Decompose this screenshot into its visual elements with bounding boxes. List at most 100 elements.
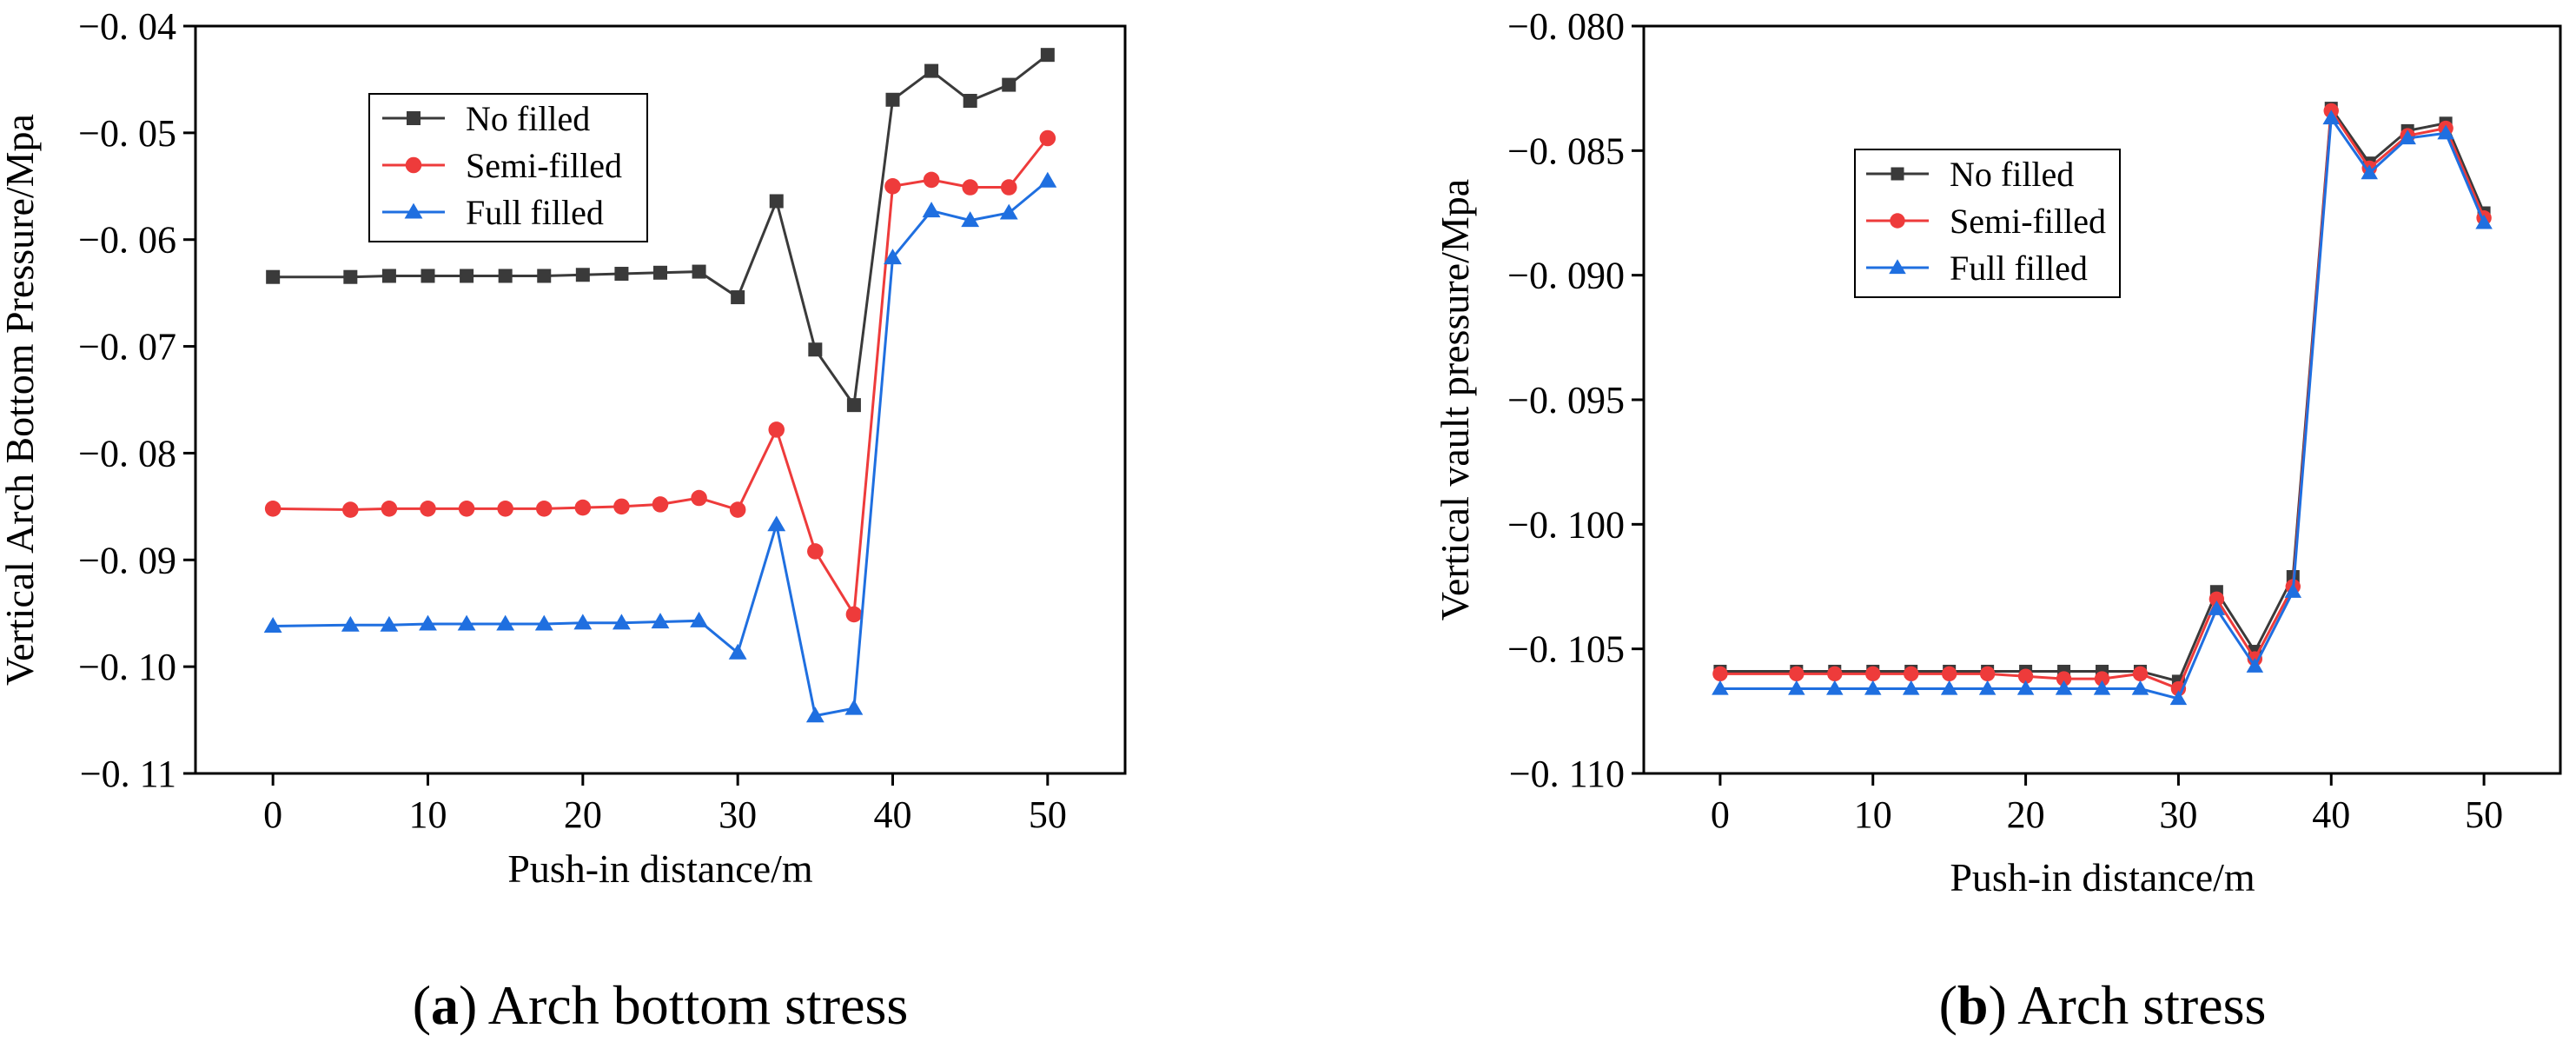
- data-point: [846, 398, 861, 413]
- data-point: [2016, 680, 2035, 695]
- y-tick-label: −0. 09: [78, 539, 176, 581]
- data-point: [884, 178, 901, 195]
- data-point: [845, 606, 863, 623]
- y-tick-label: −0. 10: [78, 646, 176, 688]
- data-point: [1040, 48, 1055, 63]
- y-tick-label: −0. 090: [1507, 255, 1625, 297]
- data-point: [1864, 680, 1882, 695]
- data-point: [728, 643, 747, 660]
- data-point: [2094, 671, 2110, 687]
- legend-label: Full filled: [466, 193, 604, 232]
- x-tick-label: 40: [2312, 793, 2350, 836]
- y-tick-label: −0. 04: [78, 5, 176, 48]
- data-point: [2437, 124, 2454, 140]
- data-point: [1000, 179, 1017, 196]
- y-tick-label: −0. 100: [1507, 503, 1625, 546]
- caption-b: (b) Arch stress: [1939, 974, 2267, 1036]
- y-tick-label: −0. 05: [78, 112, 176, 155]
- legend-label: Full filled: [1950, 249, 2088, 288]
- data-point: [343, 269, 358, 284]
- x-tick-label: 40: [874, 793, 912, 836]
- data-point: [2093, 680, 2111, 695]
- data-point: [421, 269, 435, 283]
- data-point: [613, 498, 630, 515]
- data-point: [1941, 666, 1957, 682]
- caption-a: (a) Arch bottom stress: [413, 974, 909, 1036]
- x-tick-label: 50: [2465, 793, 2503, 836]
- legend-item: Full filled: [1866, 249, 2088, 288]
- data-point: [1789, 666, 1805, 682]
- data-point: [690, 611, 708, 627]
- data-point: [962, 179, 978, 196]
- data-point: [2208, 600, 2226, 615]
- x-tick-label: 30: [718, 793, 757, 836]
- data-point: [535, 501, 553, 517]
- data-point: [1712, 680, 1729, 695]
- data-point: [1904, 666, 1919, 682]
- legend-swatch-marker: [1891, 167, 1904, 181]
- x-axis-title-a: Push-in distance/m: [507, 846, 813, 891]
- data-point: [651, 613, 670, 629]
- data-point: [691, 489, 707, 507]
- data-point: [807, 543, 824, 560]
- y-tick-label: −0. 08: [78, 432, 176, 474]
- data-point: [1827, 666, 1843, 682]
- data-point: [458, 501, 475, 517]
- data-point: [496, 614, 515, 631]
- data-point: [923, 171, 940, 189]
- data-point: [692, 264, 706, 279]
- legend-item: Semi-filled: [382, 146, 622, 185]
- data-point: [2361, 164, 2378, 180]
- chart-panel-a: 0 10 20 30 40 50 −0. 11 −0. 10 −0. 09 −0. 08 −0. 0…: [0, 5, 1127, 891]
- axis-ticks-b: 0 10 20 30 40 50 −0. 110 −0. 105 −0. 100 −0. 095 −…: [1507, 5, 2503, 836]
- data-point: [2322, 109, 2341, 125]
- caption-b-text: Arch stress: [2007, 974, 2267, 1036]
- data-point: [266, 269, 281, 284]
- series-no-filled: [266, 48, 1055, 413]
- y-tick-label: −0. 06: [78, 219, 176, 262]
- data-point: [1002, 77, 1016, 92]
- data-point: [537, 269, 552, 283]
- data-point: [457, 614, 476, 631]
- data-point: [808, 342, 823, 357]
- data-point: [2399, 129, 2416, 145]
- data-point: [805, 707, 824, 723]
- data-point: [2131, 680, 2149, 695]
- data-point: [381, 501, 398, 517]
- series-full-filled: [263, 171, 1057, 723]
- x-tick-label: 30: [2159, 793, 2197, 836]
- y-tick-label: −0. 095: [1507, 379, 1625, 421]
- data-point: [341, 615, 360, 632]
- data-point: [1038, 171, 1057, 188]
- legend-item: Semi-filled: [1866, 202, 2106, 241]
- legend-a: No filled Semi-filled Full filled: [368, 93, 648, 242]
- data-point: [1979, 666, 1996, 682]
- data-point: [2284, 582, 2302, 598]
- y-axis-title-a: Vertical Arch Bottom Pressure/Mpa: [0, 114, 42, 686]
- data-point: [381, 269, 396, 283]
- data-point: [460, 269, 474, 283]
- data-point: [1865, 666, 1881, 682]
- y-axis-title-b: Vertical vault pressure/Mpa: [1433, 179, 1477, 620]
- data-point: [885, 92, 900, 107]
- data-point: [613, 614, 631, 630]
- data-point: [573, 614, 593, 630]
- legend-swatch-marker: [1890, 213, 1905, 229]
- legend-swatch-marker: [407, 111, 421, 125]
- data-point: [1978, 680, 1997, 695]
- data-point: [1826, 680, 1844, 695]
- x-tick-label: 0: [263, 793, 282, 836]
- series-line: [1719, 114, 2486, 700]
- data-point: [2208, 591, 2225, 607]
- axes-frame-b: [1642, 24, 2562, 775]
- plot-area-a: [263, 48, 1057, 723]
- data-point: [342, 501, 359, 518]
- data-point: [263, 617, 282, 634]
- data-point: [2169, 690, 2188, 706]
- x-tick-label: 20: [2007, 793, 2045, 836]
- data-point: [961, 211, 980, 228]
- data-point: [497, 501, 513, 517]
- data-point: [1712, 666, 1728, 682]
- axes-frame-a: [194, 24, 1127, 775]
- x-tick-label: 0: [1711, 793, 1730, 836]
